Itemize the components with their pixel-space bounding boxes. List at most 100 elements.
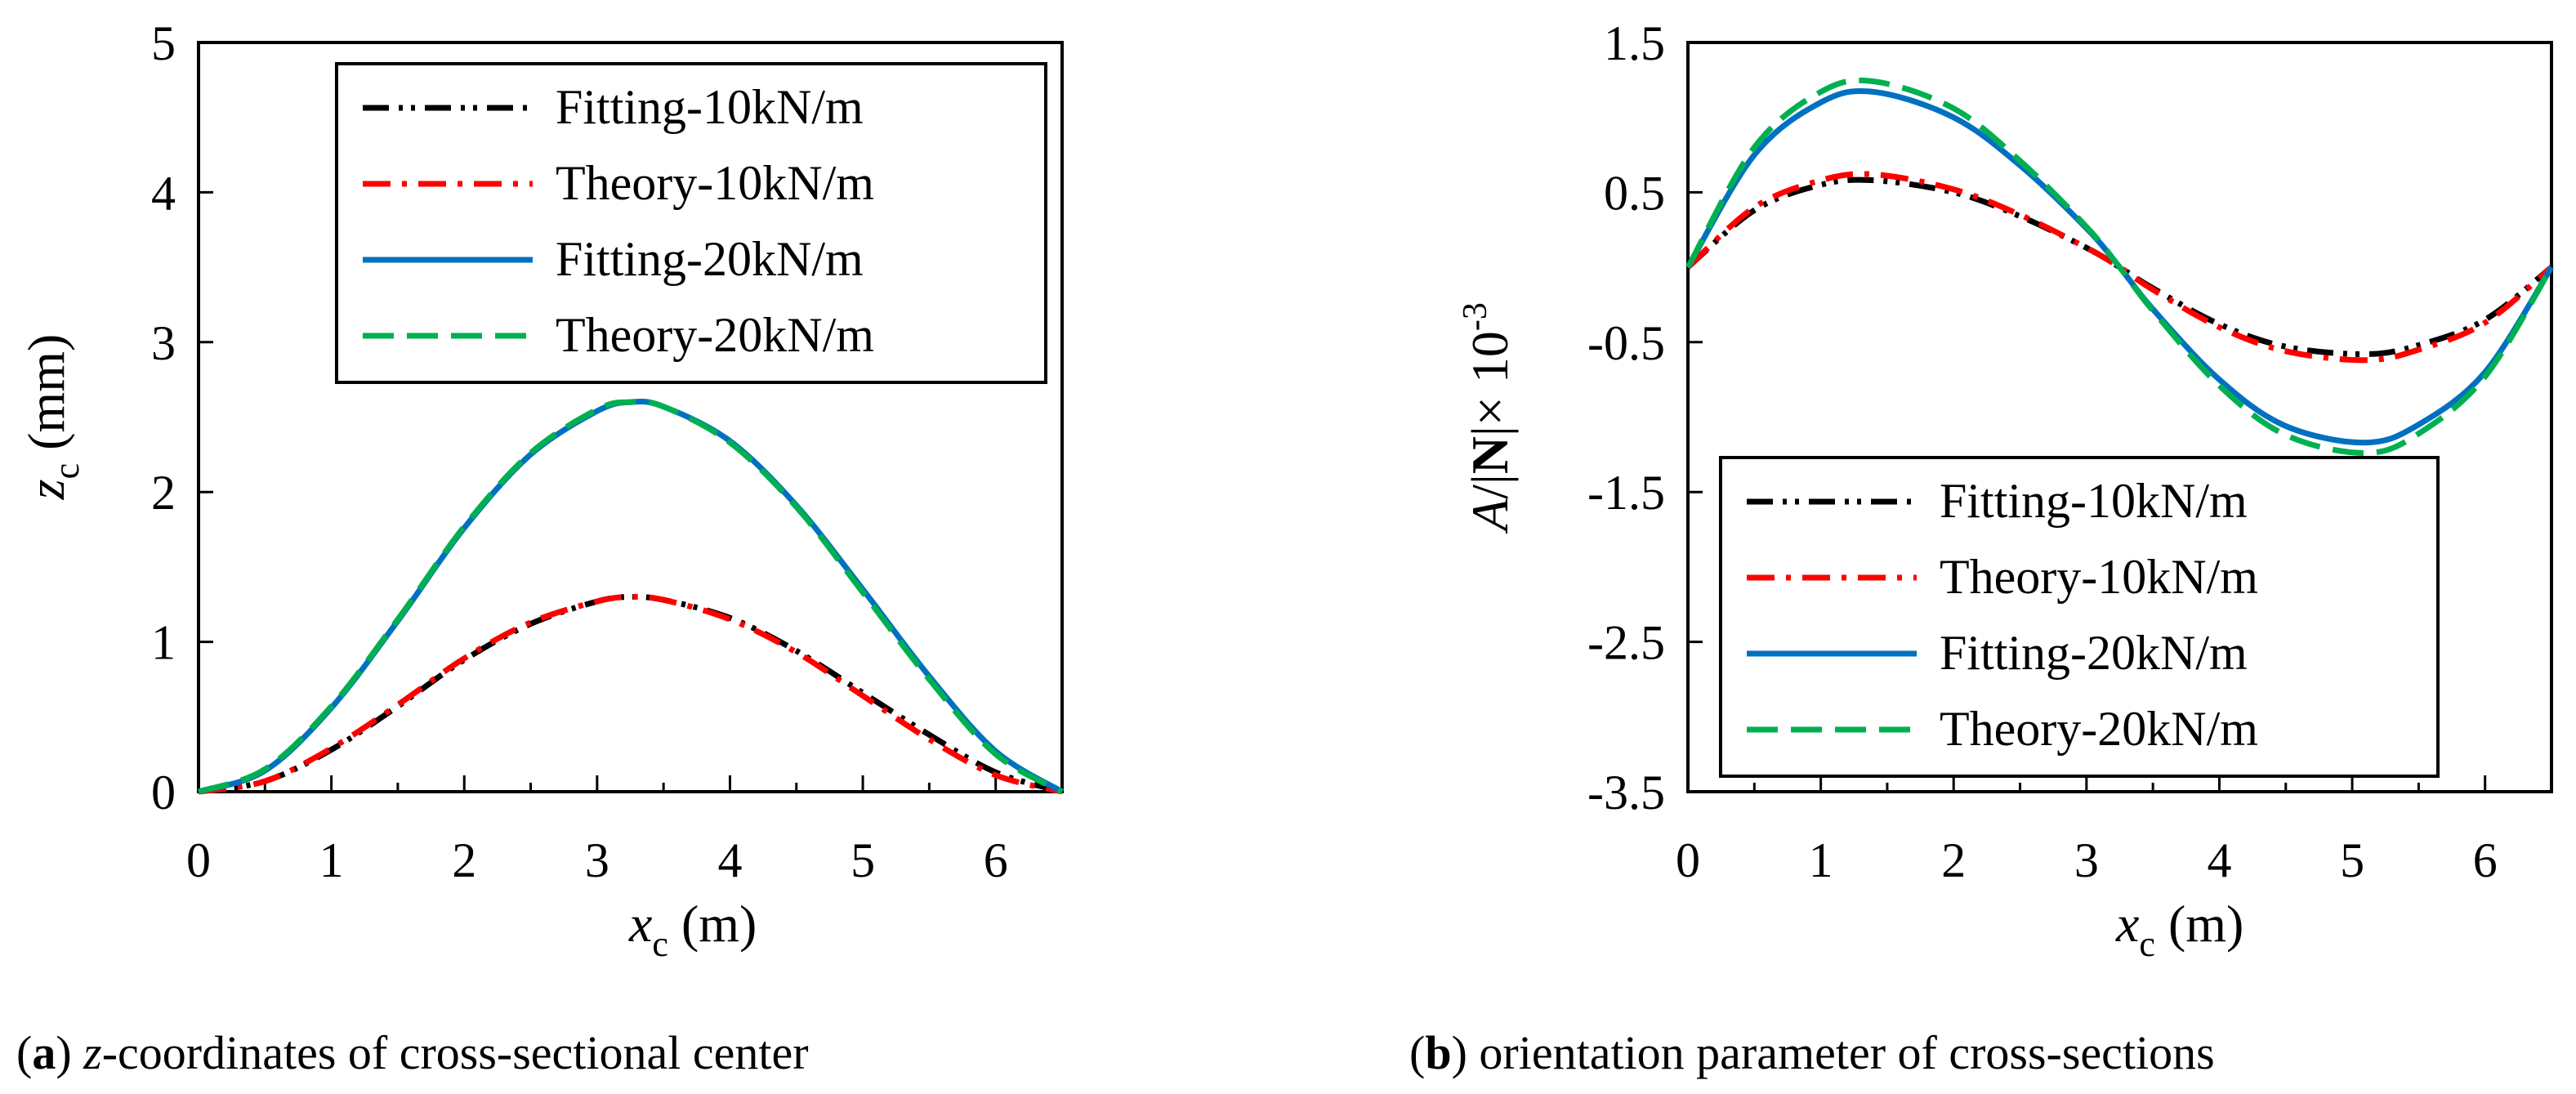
chart-panel-b: 0 1 2 3 4 5 6 -3.5 -2.5 -1.5 -0.5 0.5 1.5 Fitting-10k… <box>1409 16 2554 1079</box>
data-point <box>1754 210 1755 211</box>
y-tick-label: -0.5 <box>1587 316 1665 370</box>
x-tick-label: 3 <box>585 833 609 887</box>
data-point <box>2365 442 2366 443</box>
data-point <box>2551 267 2552 268</box>
x-tick-label: 3 <box>2074 833 2099 887</box>
data-point <box>2418 424 2419 425</box>
data-point <box>1953 117 1954 118</box>
data-point <box>1062 792 1063 793</box>
x-axis-label: xc (m) <box>628 895 757 964</box>
data-point <box>929 679 930 680</box>
axis-var: x <box>2115 895 2139 953</box>
y-tick-label: -1.5 <box>1587 466 1665 520</box>
chart-panel-a: 0 1 2 3 4 5 6 0 1 2 3 4 5 Fitting-10kN/m Theory-10kN/m… <box>16 16 1064 1079</box>
caption-var: z <box>83 1026 102 1079</box>
data-point <box>596 409 597 410</box>
caption-paren: ) <box>56 1026 71 1079</box>
data-point <box>2285 346 2286 347</box>
axis-unit: (m) <box>2155 895 2243 953</box>
data-point <box>1873 180 1874 181</box>
axis-var: x <box>628 895 652 953</box>
data-point <box>331 706 332 707</box>
data-point <box>1873 81 1874 82</box>
data-point <box>2219 385 2220 386</box>
data-point <box>331 749 332 750</box>
x-tick-label: 2 <box>452 833 476 887</box>
axis-var: A <box>1461 498 1519 534</box>
data-point <box>2119 267 2120 268</box>
legend-box <box>1719 456 2440 778</box>
data-point <box>2153 289 2154 290</box>
panel-caption: (a) z-coordinates of cross-sectional cen… <box>16 1026 809 1079</box>
y-axis-label: zc (mm) <box>17 334 87 501</box>
data-point <box>265 769 266 770</box>
x-tick-label: 0 <box>1676 833 1700 887</box>
legend-label: Fitting-10kN/m <box>1940 474 2248 528</box>
y-tick-label: -3.5 <box>1587 766 1665 819</box>
y-tick-label: -2.5 <box>1587 616 1665 670</box>
x-tick-label: 1 <box>1809 833 1833 887</box>
series-line <box>1685 171 2554 364</box>
series-line <box>1685 77 2554 457</box>
axis-var: z <box>17 479 75 500</box>
data-point <box>2484 322 2485 323</box>
data-point <box>1754 207 1755 208</box>
data-point <box>663 406 664 407</box>
series-line <box>197 398 1064 795</box>
x-tick-label: 6 <box>2473 833 2498 887</box>
y-tick-label: 1 <box>151 616 176 670</box>
data-point <box>2418 433 2419 434</box>
data-point <box>1688 267 1689 268</box>
data-point <box>397 704 398 705</box>
data-point <box>796 650 797 651</box>
legend: Fitting-10kN/m Theory-10kN/m Fitting-20kN/… <box>1719 456 2440 778</box>
data-point <box>2219 327 2220 328</box>
data-point <box>596 411 597 412</box>
x-tick-label: 2 <box>1941 833 1966 887</box>
data-point <box>530 622 531 623</box>
data-point <box>863 592 864 593</box>
y-tick-label: 3 <box>151 316 176 370</box>
caption-label: b <box>1425 1026 1451 1079</box>
data-point <box>2153 310 2154 311</box>
data-point <box>1873 174 1874 175</box>
legend-label: Theory-10kN/m <box>556 156 874 210</box>
axis-sub: c <box>652 924 668 964</box>
data-point <box>464 658 465 659</box>
y-tick-label: 5 <box>151 16 176 70</box>
x-tick-label: 0 <box>186 833 211 887</box>
axis-unit: (mm) <box>17 334 75 463</box>
data-point <box>265 781 266 782</box>
data-point <box>397 706 398 707</box>
data-point <box>1754 154 1755 155</box>
data-point <box>464 528 465 529</box>
data-point <box>1820 102 1821 103</box>
data-point <box>1953 189 1954 190</box>
data-point <box>663 600 664 601</box>
legend: Fitting-10kN/m Theory-10kN/m Fitting-20kN/… <box>335 62 1047 384</box>
axis-sub: c <box>47 463 87 480</box>
caption-paren: ) <box>1452 1026 1467 1079</box>
data-point <box>2365 359 2366 360</box>
panel-caption: (b) orientation parameter of cross-secti… <box>1409 1026 2215 1079</box>
y-tick-label: 2 <box>151 466 176 520</box>
x-tick-label: 4 <box>2207 833 2231 887</box>
data-point <box>464 526 465 527</box>
axis-sub: c <box>2139 924 2155 964</box>
caption-label: a <box>32 1026 56 1079</box>
data-point <box>2365 354 2366 355</box>
data-point <box>2484 376 2485 377</box>
caption-text: -coordinates of cross-sectional center <box>102 1026 809 1079</box>
data-point <box>863 695 864 696</box>
x-tick-label: 4 <box>717 833 742 887</box>
y-tick-label: 0 <box>151 766 176 819</box>
data-point <box>630 402 631 403</box>
x-tick-label: 5 <box>2340 833 2364 887</box>
axis-bold: N <box>1461 436 1519 474</box>
data-point <box>2219 379 2220 380</box>
data-point <box>630 596 631 597</box>
legend-label: Fitting-20kN/m <box>1940 626 2248 680</box>
x-tick-label: 6 <box>984 833 1008 887</box>
x-axis-label: xc (m) <box>2115 895 2243 964</box>
